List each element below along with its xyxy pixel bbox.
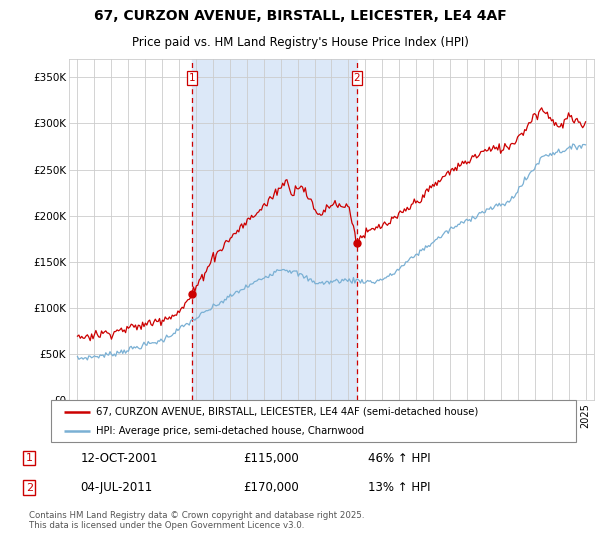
Text: 04-JUL-2011: 04-JUL-2011 — [80, 481, 153, 494]
Text: 46% ↑ HPI: 46% ↑ HPI — [368, 451, 431, 465]
FancyBboxPatch shape — [51, 400, 576, 442]
Text: 2: 2 — [26, 483, 33, 493]
Text: HPI: Average price, semi-detached house, Charnwood: HPI: Average price, semi-detached house,… — [95, 426, 364, 436]
Text: 2: 2 — [353, 73, 360, 83]
Text: 67, CURZON AVENUE, BIRSTALL, LEICESTER, LE4 4AF: 67, CURZON AVENUE, BIRSTALL, LEICESTER, … — [94, 9, 506, 23]
Text: Contains HM Land Registry data © Crown copyright and database right 2025.
This d: Contains HM Land Registry data © Crown c… — [29, 511, 365, 530]
Text: 13% ↑ HPI: 13% ↑ HPI — [368, 481, 431, 494]
Text: Price paid vs. HM Land Registry's House Price Index (HPI): Price paid vs. HM Land Registry's House … — [131, 36, 469, 49]
Text: 1: 1 — [26, 453, 33, 463]
Text: £115,000: £115,000 — [243, 451, 299, 465]
Text: 12-OCT-2001: 12-OCT-2001 — [80, 451, 158, 465]
Text: 67, CURZON AVENUE, BIRSTALL, LEICESTER, LE4 4AF (semi-detached house): 67, CURZON AVENUE, BIRSTALL, LEICESTER, … — [95, 407, 478, 417]
Text: 1: 1 — [189, 73, 196, 83]
Bar — [192, 59, 357, 400]
Text: £170,000: £170,000 — [243, 481, 299, 494]
